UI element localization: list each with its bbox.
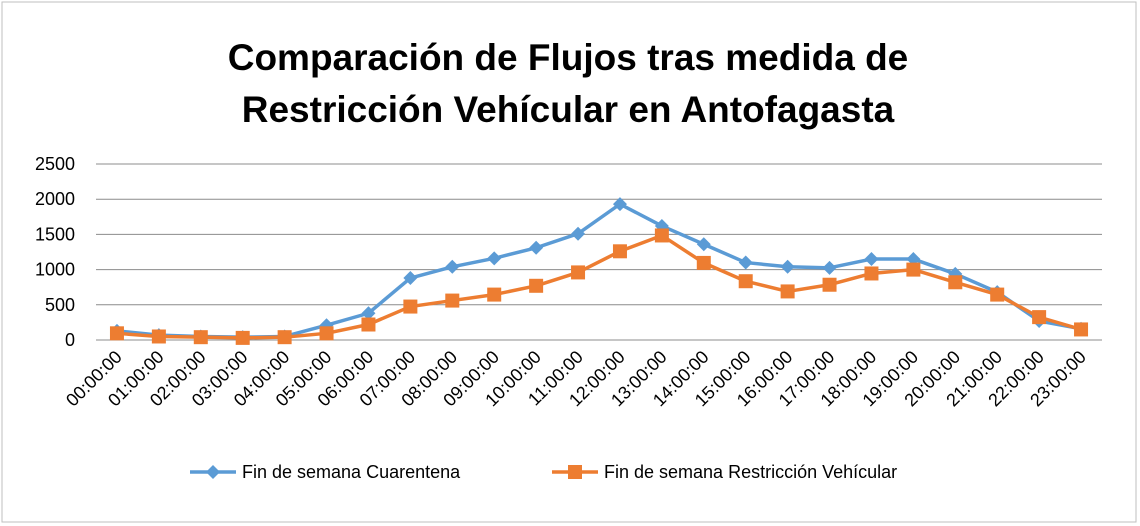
- data-point-square: [906, 262, 921, 277]
- data-point-square: [193, 330, 208, 345]
- y-tick-label: 500: [45, 295, 75, 315]
- data-point-square: [319, 326, 334, 341]
- data-point-square: [571, 265, 586, 280]
- data-point-square: [487, 287, 502, 302]
- data-point-diamond: [612, 197, 627, 212]
- data-point-square: [1074, 322, 1089, 337]
- data-point-square: [612, 244, 627, 259]
- data-point-diamond: [822, 260, 837, 275]
- data-point-square: [235, 330, 250, 345]
- data-point-diamond: [206, 465, 220, 479]
- y-tick-label: 1000: [35, 260, 75, 280]
- data-point-square: [151, 329, 166, 344]
- data-point-diamond: [906, 252, 921, 267]
- data-point-diamond: [696, 237, 711, 252]
- data-point-square: [529, 278, 544, 293]
- data-point-diamond: [529, 240, 544, 255]
- legend-item-1: Fin de semana Cuarentena: [190, 462, 461, 482]
- data-point-square: [780, 284, 795, 299]
- data-point-square: [361, 317, 376, 332]
- data-point-square: [948, 275, 963, 290]
- data-point-diamond: [780, 259, 795, 274]
- series-2: [109, 228, 1089, 345]
- y-tick-label: 2000: [35, 189, 75, 209]
- data-point-square: [277, 330, 292, 345]
- data-point-square: [1032, 310, 1047, 325]
- data-point-square: [445, 293, 460, 308]
- legend-label: Fin de semana Cuarentena: [242, 462, 461, 482]
- legend-item-2: Fin de semana Restricción Vehícular: [552, 462, 897, 482]
- legend-label: Fin de semana Restricción Vehícular: [604, 462, 897, 482]
- data-point-square: [403, 299, 418, 314]
- data-point-diamond: [361, 306, 376, 321]
- y-tick-label: 1500: [35, 224, 75, 244]
- data-point-square: [864, 266, 879, 281]
- data-point-square: [654, 228, 669, 243]
- data-point-square: [822, 277, 837, 292]
- data-point-diamond: [864, 252, 879, 267]
- data-point-square: [568, 465, 582, 479]
- y-tick-label: 0: [65, 330, 75, 350]
- data-point-square: [990, 287, 1005, 302]
- data-point-square: [109, 326, 124, 341]
- chart-title-line-2: Restricción Vehícular en Antofagasta: [242, 89, 895, 130]
- data-point-diamond: [571, 226, 586, 241]
- chart-title-line-1: Comparación de Flujos tras medida de: [228, 37, 909, 78]
- data-point-diamond: [738, 255, 753, 270]
- data-point-diamond: [403, 271, 418, 286]
- data-point-square: [738, 274, 753, 289]
- data-point-diamond: [445, 259, 460, 274]
- y-tick-label: 2500: [35, 154, 75, 174]
- data-point-diamond: [487, 251, 502, 266]
- data-point-square: [696, 255, 711, 270]
